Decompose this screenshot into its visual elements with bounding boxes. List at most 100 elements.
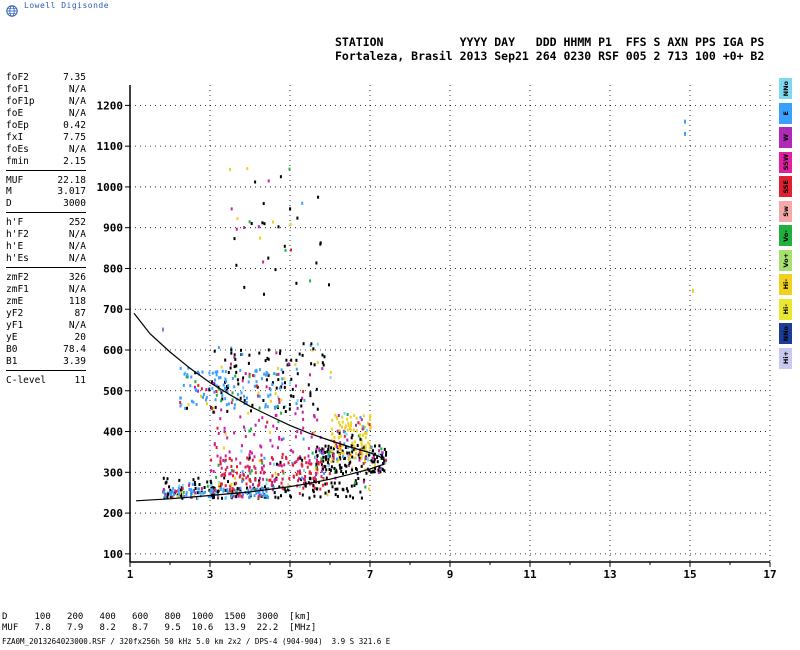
- echo-point: [218, 387, 221, 391]
- echo-point: [341, 449, 344, 453]
- echo-point: [219, 487, 222, 491]
- echo-point: [279, 460, 282, 464]
- echo-point: [181, 487, 184, 491]
- echo-point: [226, 436, 229, 440]
- echo-point: [374, 444, 376, 448]
- echo-point: [370, 470, 373, 474]
- echo-point: [253, 384, 256, 388]
- echo-point: [272, 486, 275, 489]
- echo-point: [346, 454, 349, 458]
- echo-point: [315, 473, 317, 477]
- echo-point: [246, 464, 249, 468]
- echo-point: [175, 489, 178, 493]
- echo-point: [362, 425, 365, 429]
- echo-point: [275, 351, 278, 355]
- echo-point: [364, 431, 366, 435]
- echo-point: [347, 445, 350, 449]
- echo-point: [194, 486, 197, 490]
- echo-point: [364, 485, 367, 489]
- echo-point: [221, 394, 224, 397]
- legend-label: Hi-: [781, 279, 790, 290]
- param-row: fxI 7.75: [6, 132, 86, 144]
- echo-point: [192, 478, 195, 482]
- y-tick-label: 900: [103, 222, 123, 235]
- echo-point: [348, 453, 351, 457]
- echo-point: [352, 496, 354, 500]
- echo-point: [316, 418, 319, 422]
- echo-point: [383, 447, 386, 451]
- echo-point: [324, 491, 327, 495]
- echo-point: [230, 495, 233, 499]
- echo-point: [379, 466, 382, 470]
- echo-point: [235, 495, 238, 499]
- echo-point: [258, 479, 261, 483]
- echo-point: [253, 374, 256, 378]
- echo-point: [236, 393, 239, 397]
- echo-point: [246, 396, 248, 400]
- echo-point: [310, 342, 313, 346]
- echo-point: [222, 383, 225, 387]
- echo-point: [346, 428, 349, 432]
- echo-point: [209, 479, 212, 483]
- echo-point: [344, 426, 347, 430]
- echo-point: [301, 458, 304, 462]
- echo-point: [233, 353, 236, 357]
- echo-point: [271, 381, 274, 385]
- param-value: 87: [74, 307, 86, 319]
- echo-point: [172, 487, 175, 491]
- param-value: 118: [68, 295, 86, 307]
- echo-point: [232, 488, 235, 492]
- echo-point: [295, 473, 298, 476]
- echo-point: [265, 385, 268, 389]
- echo-point: [239, 396, 242, 400]
- echo-point: [258, 490, 261, 494]
- echo-point: [302, 390, 305, 394]
- echo-point: [194, 483, 197, 486]
- echo-point: [212, 406, 215, 410]
- echo-point: [222, 487, 225, 491]
- echo-point: [265, 378, 268, 382]
- echo-point: [233, 385, 236, 389]
- polarization-legend: NNo E W SSW SSE Sw Vo- Vo+ Hi- Hi- NNo Hi+: [779, 78, 792, 372]
- echo-point: [299, 472, 302, 475]
- echo-point: [326, 482, 328, 486]
- echo-point: [254, 478, 257, 482]
- param-name: foEs: [6, 143, 29, 155]
- echo-point: [265, 490, 268, 493]
- legend-swatch: NNo: [779, 78, 792, 99]
- echo-point: [331, 449, 333, 453]
- echo-point: [320, 451, 323, 455]
- echo-point: [198, 372, 200, 376]
- echo-point: [335, 442, 338, 446]
- echo-point: [218, 481, 221, 485]
- echo-point: [252, 483, 254, 487]
- echo-point: [212, 470, 215, 473]
- echo-point: [283, 463, 286, 467]
- echo-point: [200, 394, 202, 398]
- echo-point: [178, 484, 181, 488]
- echo-point: [171, 495, 174, 499]
- echo-point: [270, 456, 273, 460]
- echo-point: [273, 491, 276, 495]
- echo-point: [359, 433, 362, 437]
- echo-point: [250, 489, 253, 492]
- echo-point: [372, 449, 374, 453]
- echo-point: [218, 487, 221, 491]
- param-row: h'F2 N/A: [6, 229, 86, 241]
- d-muf-table: D 100 200 400 600 800 1000 1500 3000 [km…: [2, 612, 316, 634]
- echo-point: [328, 472, 331, 476]
- echo-point: [253, 455, 256, 459]
- echo-point: [329, 376, 332, 379]
- echo-point: [179, 396, 182, 400]
- echo-point: [178, 487, 180, 491]
- echo-point: [351, 468, 354, 472]
- echo-point: [345, 487, 348, 491]
- isolated-echo-point: [162, 327, 164, 332]
- legend-swatch: Sw: [779, 200, 792, 222]
- echo-point: [246, 167, 249, 171]
- echo-point: [271, 457, 274, 461]
- echo-point: [224, 468, 227, 472]
- echo-point: [274, 392, 277, 395]
- param-row: foEp 0.42: [6, 120, 86, 132]
- echo-point: [327, 447, 330, 451]
